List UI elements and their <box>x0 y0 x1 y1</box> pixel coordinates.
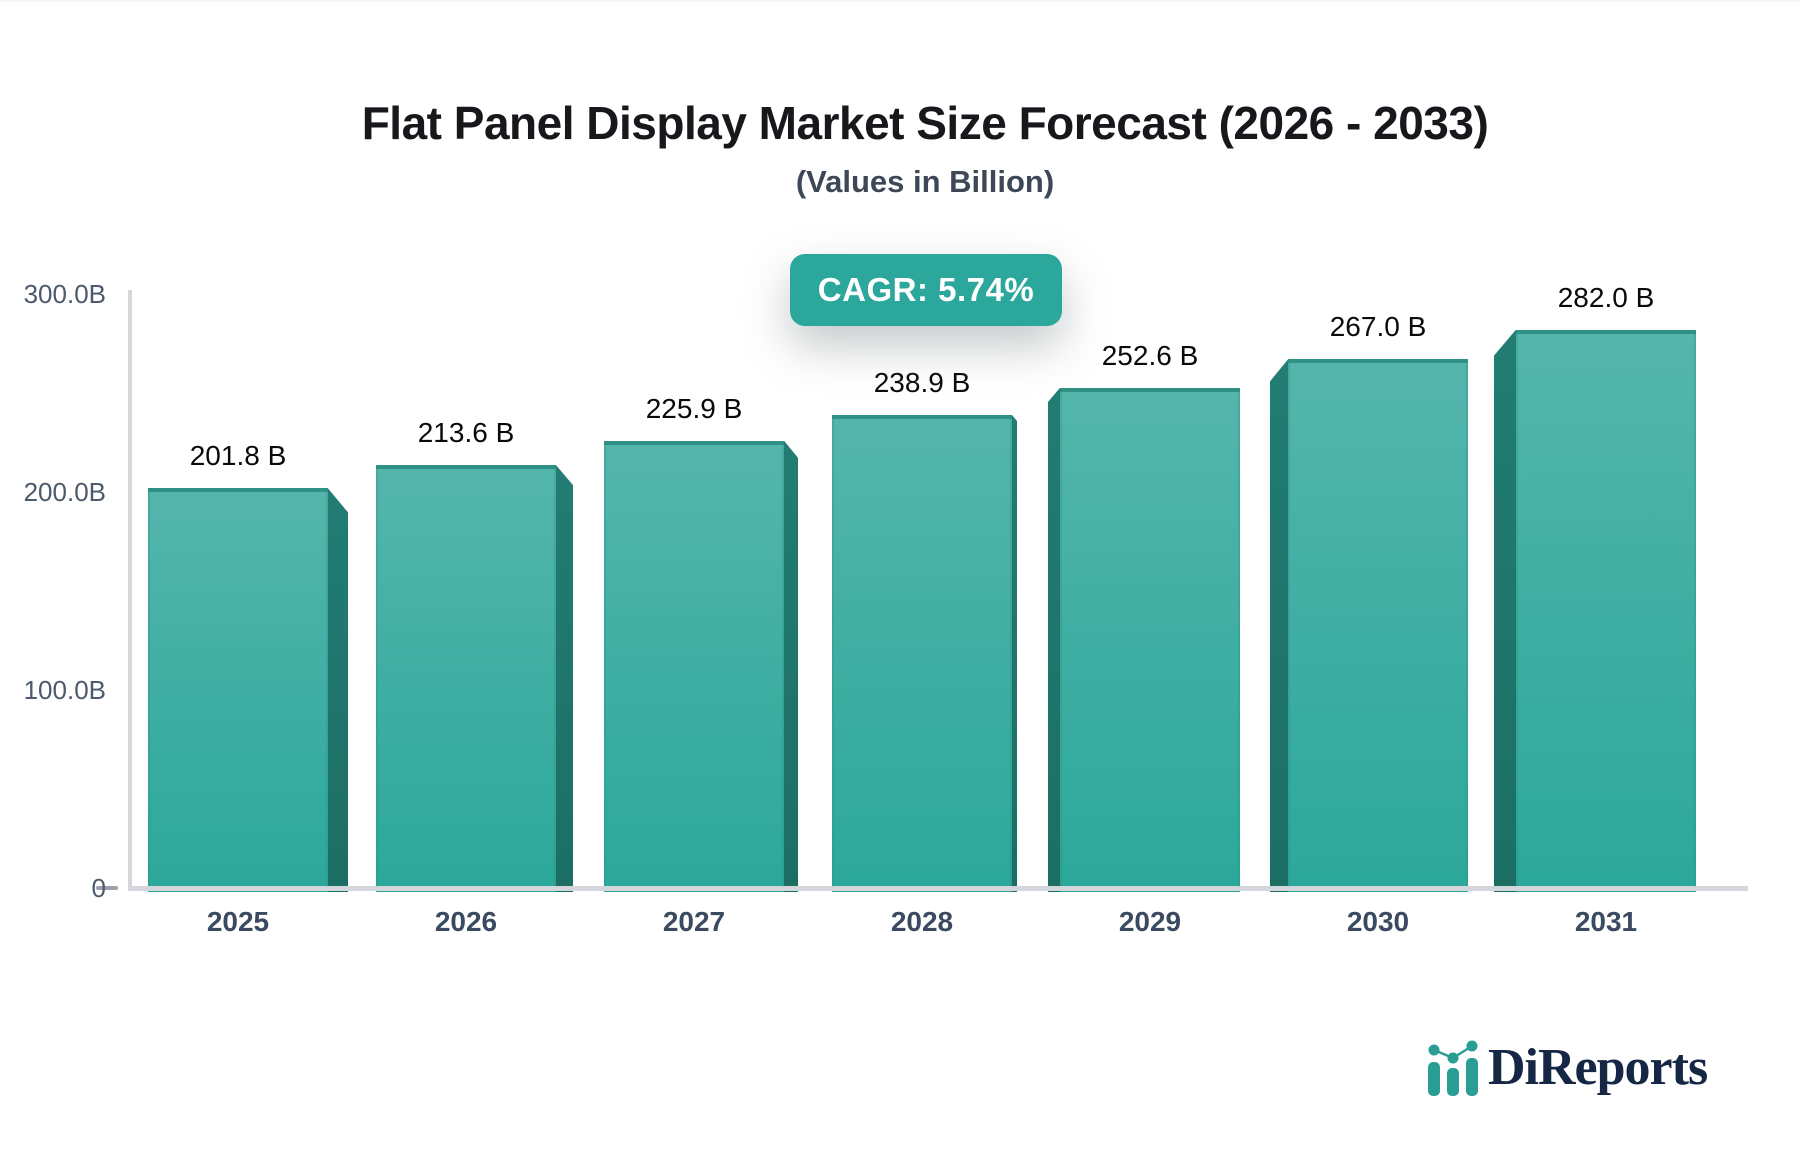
x-tick-label-2030: 2030 <box>1346 906 1410 937</box>
bar-side-face <box>328 488 348 892</box>
bar-2026 <box>376 465 573 892</box>
bar-value-label-2029: 252.6 B <box>1101 339 1199 371</box>
bar-value-label-2028: 238.9 B <box>873 366 971 398</box>
bar-side-face <box>556 465 573 892</box>
bar-front-face <box>1288 359 1468 892</box>
brand-logo: DiReports <box>1424 1036 1708 1098</box>
brand-name: DiReports <box>1488 1038 1708 1096</box>
bar-side-face <box>1270 359 1288 892</box>
bar-front-face <box>1060 387 1240 892</box>
bar-side-face <box>1012 414 1017 892</box>
bar-value-label-2026: 213.6 B <box>417 417 515 449</box>
bar-side-face <box>1048 387 1060 892</box>
x-tick-label-2025: 2025 <box>206 906 270 937</box>
bar-2028 <box>832 414 1017 892</box>
bar-value-label-2031: 282.0 B <box>1557 281 1655 313</box>
bar-front-face <box>1516 329 1696 892</box>
bar-2030 <box>1270 359 1468 892</box>
bar-value-label-2030: 267.0 B <box>1329 311 1427 343</box>
bar-chart-logo-icon <box>1428 1040 1478 1096</box>
zero-tick-mark <box>96 886 118 890</box>
chart-subtitle: (Values in Billion) <box>795 164 1055 199</box>
bar-front-face <box>604 440 784 892</box>
cagr-badge: CAGR: 5.74% <box>790 254 1062 326</box>
y-tick-label-200: 200.0B <box>23 477 106 507</box>
x-tick-label-2026: 2026 <box>434 906 498 937</box>
bar-side-face <box>1494 329 1516 892</box>
bar-2031 <box>1494 329 1696 892</box>
x-tick-label-2031: 2031 <box>1574 906 1638 937</box>
bar-2025 <box>148 488 348 892</box>
x-tick-label-2029: 2029 <box>1118 906 1182 937</box>
x-tick-label-2027: 2027 <box>662 906 726 937</box>
y-tick-label-0: 0 <box>91 873 106 903</box>
cagr-badge-label: CAGR: 5.74% <box>817 271 1035 308</box>
y-axis-line <box>128 290 132 890</box>
bar-2027 <box>604 440 798 892</box>
bar-front-face <box>376 465 556 892</box>
x-tick-label-2028: 2028 <box>890 906 954 937</box>
bar-value-label-2025: 201.8 B <box>189 440 287 472</box>
y-tick-label-300: 300.0B <box>23 279 106 309</box>
bar-value-label-2027: 225.9 B <box>645 392 743 424</box>
chart-title: Flat Panel Display Market Size Forecast … <box>361 97 1489 149</box>
bar-front-face <box>832 414 1012 892</box>
bar-2029 <box>1048 387 1240 892</box>
bar-side-face <box>784 440 798 892</box>
y-tick-label-100: 100.0B <box>23 675 106 705</box>
x-axis-line <box>128 886 1748 891</box>
bar-front-face <box>148 488 328 892</box>
